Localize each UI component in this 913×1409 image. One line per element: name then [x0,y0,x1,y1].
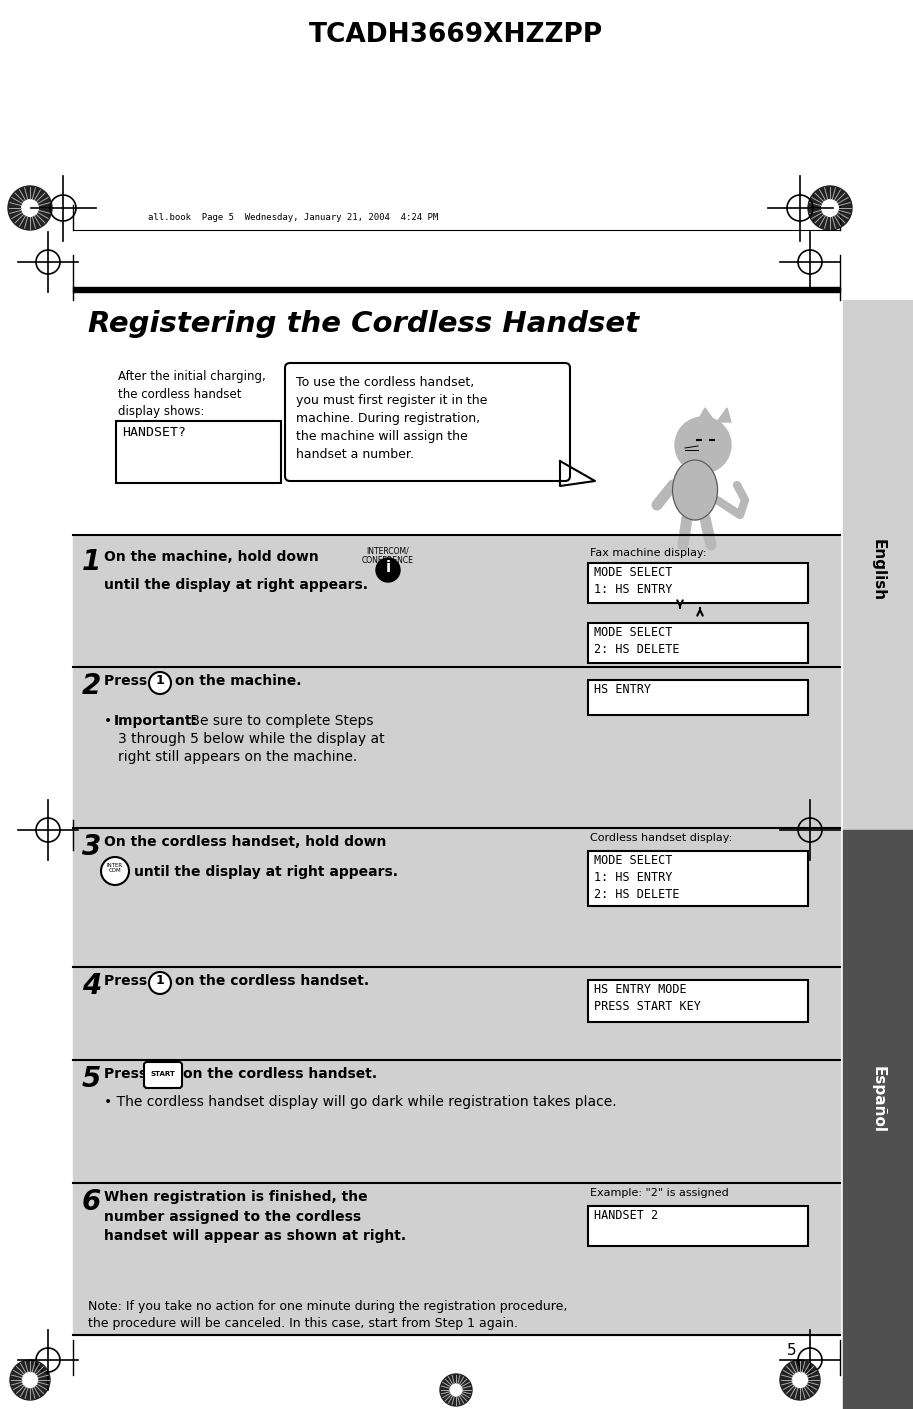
Text: 1: 1 [155,675,164,688]
Circle shape [101,857,129,885]
Text: 4: 4 [82,972,101,1000]
Bar [843,300,913,830]
Text: Registering the Cordless Handset: Registering the Cordless Handset [88,310,639,338]
Text: 6: 6 [82,1188,101,1216]
Text: START: START [151,1071,175,1076]
Text: TCADH3669XHZZPP: TCADH3669XHZZPP [309,23,603,48]
Text: •: • [104,714,117,728]
Bar [73,287,840,292]
Text: on the machine.: on the machine. [175,674,301,688]
Text: i: i [385,561,391,575]
Text: Important:: Important: [114,714,198,728]
Text: 3: 3 [82,833,101,861]
Polygon shape [697,409,715,423]
Bar [588,564,808,603]
Text: MODE SELECT
1: HS ENTRY: MODE SELECT 1: HS ENTRY [594,566,672,596]
Text: MODE SELECT
1: HS ENTRY
2: HS DELETE: MODE SELECT 1: HS ENTRY 2: HS DELETE [594,854,679,900]
Circle shape [376,558,400,582]
Bar [588,681,808,714]
Circle shape [808,186,852,230]
Text: 1: 1 [82,548,101,576]
Circle shape [8,186,52,230]
Text: When registration is finished, the
number assigned to the cordless
handset will : When registration is finished, the numbe… [104,1191,406,1243]
Bar [116,421,281,483]
Text: right still appears on the machine.: right still appears on the machine. [118,750,357,764]
Text: 5: 5 [787,1343,797,1358]
Text: INTER
COM: INTER COM [107,862,123,874]
Circle shape [23,1372,37,1388]
Bar [588,1206,808,1246]
Text: To use the cordless handset,
you must first register it in the
machine. During r: To use the cordless handset, you must fi… [296,376,488,461]
Text: MODE SELECT
2: HS DELETE: MODE SELECT 2: HS DELETE [594,626,679,657]
Text: HANDSET?: HANDSET? [122,426,186,440]
Text: until the display at right appears.: until the display at right appears. [104,578,368,592]
Circle shape [440,1374,472,1406]
Text: Note: If you take no action for one minute during the registration procedure,
th: Note: If you take no action for one minu… [88,1301,567,1330]
FancyBboxPatch shape [285,364,570,480]
Text: Be sure to complete Steps: Be sure to complete Steps [186,714,373,728]
Text: HS ENTRY MODE
PRESS START KEY: HS ENTRY MODE PRESS START KEY [594,983,701,1013]
Text: English: English [870,538,886,602]
Bar [588,981,808,1022]
Text: Fax machine display:: Fax machine display: [590,548,707,558]
Text: until the display at right appears.: until the display at right appears. [134,865,398,879]
Text: INTERCOM/
CONFERENCE: INTERCOM/ CONFERENCE [362,547,414,565]
Circle shape [22,200,38,217]
Text: Español: Español [870,1067,886,1133]
Circle shape [10,1360,50,1401]
Circle shape [780,1360,820,1401]
Bar [588,623,808,664]
Polygon shape [560,461,595,486]
Text: 1: 1 [155,975,164,988]
Circle shape [822,200,838,217]
Text: Example: "2" is assigned: Example: "2" is assigned [590,1188,729,1198]
Text: 5: 5 [82,1065,101,1093]
FancyBboxPatch shape [144,1062,182,1088]
Circle shape [149,672,171,695]
Ellipse shape [673,459,718,520]
Bar [588,851,808,906]
Text: 3 through 5 below while the display at: 3 through 5 below while the display at [118,733,384,745]
Bar [73,535,840,1334]
Text: After the initial charging,
the cordless handset
display shows:: After the initial charging, the cordless… [118,371,266,418]
Text: Press: Press [104,674,152,688]
Polygon shape [717,409,731,423]
Text: Press: Press [104,974,152,988]
Text: all.book  Page 5  Wednesday, January 21, 2004  4:24 PM: all.book Page 5 Wednesday, January 21, 2… [148,214,438,223]
Text: Press: Press [104,1067,152,1081]
Text: Cordless handset display:: Cordless handset display: [590,833,732,843]
Text: on the cordless handset.: on the cordless handset. [183,1067,377,1081]
Text: On the machine, hold down: On the machine, hold down [104,550,319,564]
Bar [843,830,913,1409]
Text: HS ENTRY: HS ENTRY [594,683,651,696]
Text: HANDSET 2: HANDSET 2 [594,1209,658,1222]
Circle shape [450,1384,462,1396]
Circle shape [792,1372,808,1388]
Circle shape [675,417,731,473]
Text: on the cordless handset.: on the cordless handset. [175,974,369,988]
Text: 2: 2 [82,672,101,700]
Circle shape [149,972,171,993]
Text: On the cordless handset, hold down: On the cordless handset, hold down [104,836,386,850]
Text: • The cordless handset display will go dark while registration takes place.: • The cordless handset display will go d… [104,1095,616,1109]
